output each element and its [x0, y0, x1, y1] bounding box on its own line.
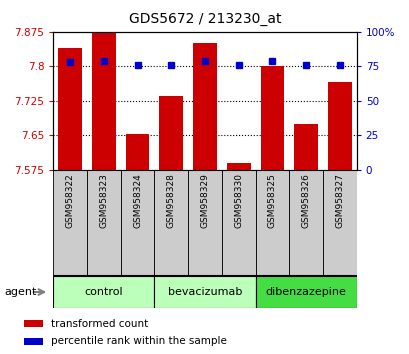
Bar — [221, 170, 255, 276]
Text: transformed count: transformed count — [51, 319, 148, 329]
Text: GSM958327: GSM958327 — [335, 173, 344, 228]
Text: GSM958323: GSM958323 — [99, 173, 108, 228]
Bar — [327, 82, 351, 170]
Bar — [193, 44, 216, 170]
Text: GDS5672 / 213230_at: GDS5672 / 213230_at — [128, 12, 281, 27]
Text: bevacizumab: bevacizumab — [167, 287, 242, 297]
Bar — [188, 170, 221, 276]
Bar — [255, 170, 289, 276]
Bar — [92, 32, 115, 170]
Text: GSM958329: GSM958329 — [200, 173, 209, 228]
Text: GSM958322: GSM958322 — [65, 173, 74, 228]
Text: GSM958324: GSM958324 — [133, 173, 142, 228]
Text: percentile rank within the sample: percentile rank within the sample — [51, 336, 226, 346]
Bar — [255, 276, 356, 308]
Bar — [294, 124, 317, 170]
Text: dibenzazepine: dibenzazepine — [265, 287, 346, 297]
Text: GSM958325: GSM958325 — [267, 173, 276, 228]
Text: GSM958326: GSM958326 — [301, 173, 310, 228]
Bar — [260, 67, 283, 170]
Bar — [87, 170, 120, 276]
Bar — [126, 135, 149, 170]
Bar — [53, 170, 87, 276]
Bar — [289, 170, 322, 276]
Bar — [58, 48, 82, 170]
Bar — [226, 163, 250, 170]
Text: agent: agent — [4, 287, 36, 297]
Text: GSM958330: GSM958330 — [234, 173, 243, 228]
Bar — [24, 320, 43, 327]
Text: GSM958328: GSM958328 — [166, 173, 175, 228]
Bar — [154, 170, 188, 276]
Text: control: control — [84, 287, 123, 297]
Bar — [159, 96, 183, 170]
Bar — [53, 276, 154, 308]
Bar — [24, 338, 43, 345]
Bar — [154, 276, 255, 308]
Bar — [322, 170, 356, 276]
Bar — [120, 170, 154, 276]
